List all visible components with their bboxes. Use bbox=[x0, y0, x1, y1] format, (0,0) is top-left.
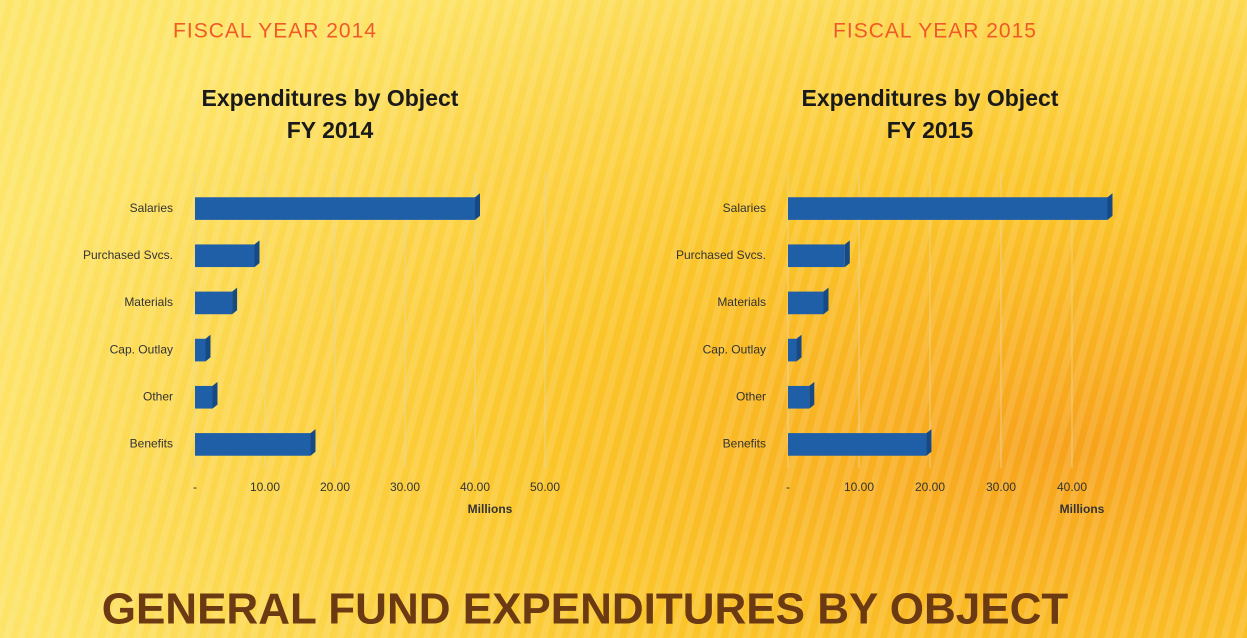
slide-title: GENERAL FUND EXPENDITURES BY OBJECT bbox=[102, 585, 1069, 634]
x-tick-label: 20.00 bbox=[320, 480, 350, 494]
bar-depth bbox=[809, 381, 815, 409]
x-tick-label: 40.00 bbox=[460, 480, 490, 494]
x-tick-label: 10.00 bbox=[250, 480, 280, 494]
category-label: Cap. Outlay bbox=[110, 342, 173, 356]
category-label: Materials bbox=[717, 295, 766, 309]
category-label: Salaries bbox=[723, 201, 766, 215]
category-label: Benefits bbox=[130, 437, 173, 451]
bar bbox=[788, 244, 845, 268]
bar bbox=[195, 338, 206, 362]
bar bbox=[788, 338, 797, 362]
chart-title: Expenditures by Object bbox=[202, 85, 459, 111]
x-tick-label: 30.00 bbox=[390, 480, 420, 494]
x-tick-label: 10.00 bbox=[844, 480, 874, 494]
bar bbox=[788, 433, 927, 456]
category-label: Purchased Svcs. bbox=[83, 248, 173, 262]
bar-depth bbox=[844, 240, 850, 268]
category-label: Benefits bbox=[723, 437, 766, 451]
bar bbox=[788, 291, 824, 315]
x-tick-label: 40.00 bbox=[1057, 480, 1087, 494]
bar bbox=[195, 197, 475, 220]
bar-depth bbox=[926, 429, 932, 456]
category-label: Salaries bbox=[130, 201, 173, 215]
category-label: Cap. Outlay bbox=[703, 342, 766, 356]
chart-title: Expenditures by Object bbox=[802, 85, 1059, 111]
chart-subtitle: FY 2015 bbox=[887, 117, 974, 143]
category-label: Other bbox=[736, 389, 766, 403]
bar-depth bbox=[205, 334, 211, 362]
category-label: Other bbox=[143, 389, 173, 403]
x-tick-label: 30.00 bbox=[986, 480, 1016, 494]
x-tick-label: - bbox=[193, 480, 197, 494]
x-axis-label: Millions bbox=[468, 502, 513, 516]
bar-depth bbox=[796, 334, 802, 362]
x-axis-label: Millions bbox=[1060, 502, 1105, 516]
bar-depth bbox=[310, 429, 316, 456]
bar-depth bbox=[212, 381, 218, 409]
chart-subtitle: FY 2014 bbox=[287, 117, 374, 143]
bar-depth bbox=[254, 240, 260, 268]
bar-depth bbox=[823, 287, 829, 315]
bar bbox=[195, 291, 233, 315]
bar bbox=[195, 385, 213, 409]
bar bbox=[195, 433, 311, 456]
x-tick-label: 20.00 bbox=[915, 480, 945, 494]
bar-depth bbox=[1107, 193, 1113, 220]
bar bbox=[195, 244, 255, 268]
bar-depth bbox=[475, 193, 480, 220]
bar bbox=[788, 385, 810, 409]
header-left: FISCAL YEAR 2014 bbox=[173, 20, 377, 43]
header-right: FISCAL YEAR 2015 bbox=[833, 20, 1037, 43]
category-label: Materials bbox=[124, 295, 173, 309]
category-label: Purchased Svcs. bbox=[676, 248, 766, 262]
x-tick-label: - bbox=[786, 480, 790, 494]
bar-depth bbox=[232, 287, 238, 315]
x-tick-label: 50.00 bbox=[530, 480, 560, 494]
bar bbox=[788, 197, 1108, 220]
